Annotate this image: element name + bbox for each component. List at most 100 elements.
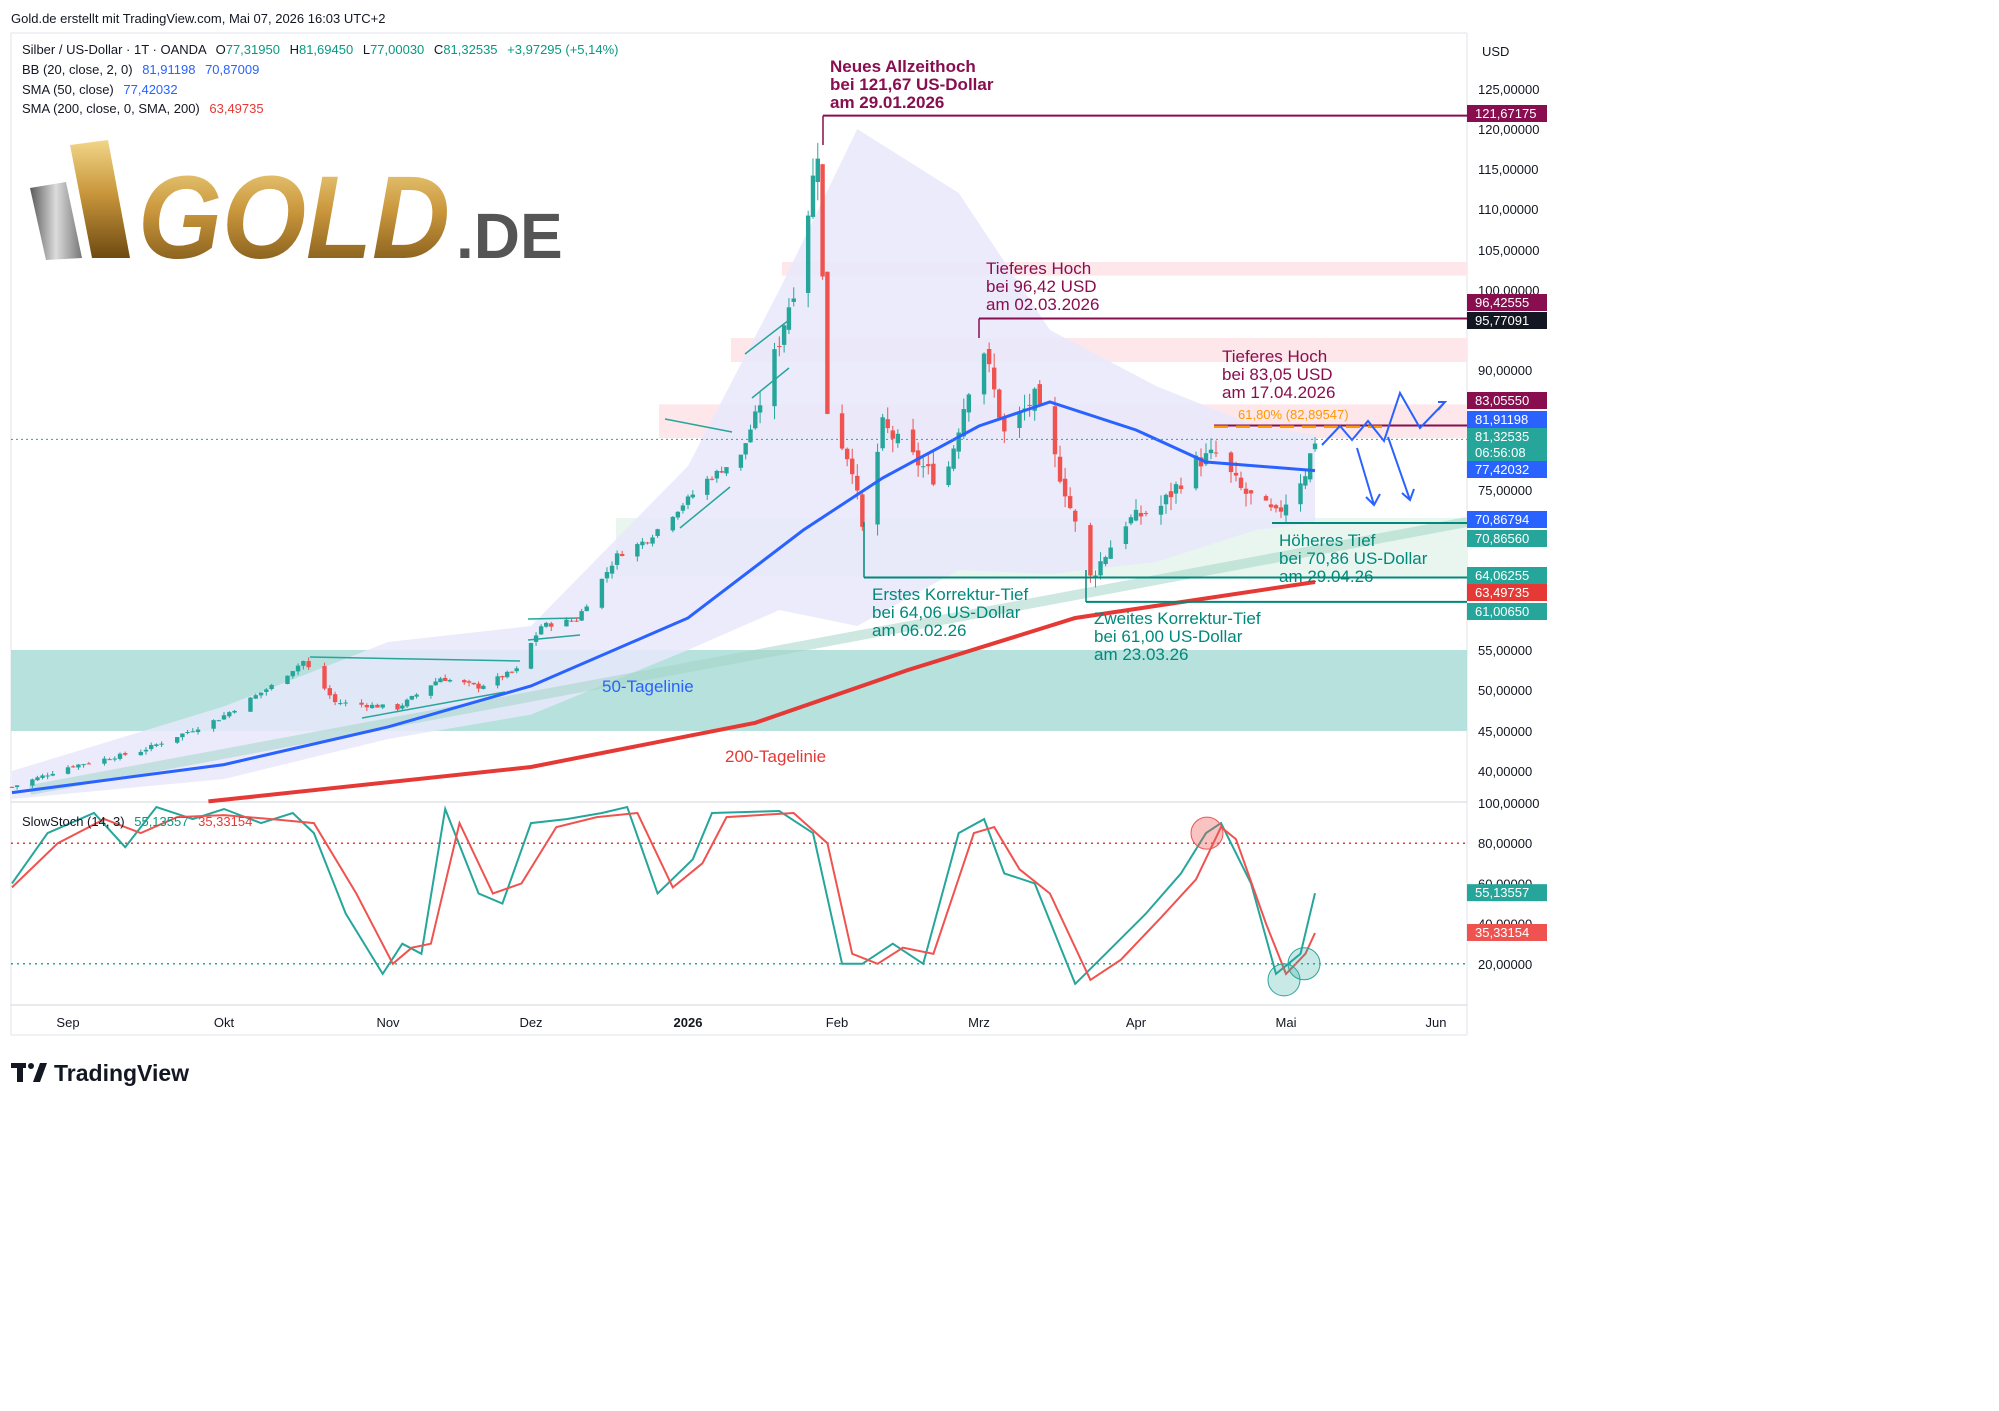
candle-body xyxy=(433,681,438,686)
legend-open: 77,31950 xyxy=(226,42,280,57)
candle-body xyxy=(655,529,660,536)
candle-body xyxy=(395,704,400,710)
candle-body xyxy=(1283,504,1289,516)
candle-body xyxy=(825,271,830,414)
candle-body xyxy=(1312,443,1318,450)
flag-upper-line xyxy=(527,617,581,620)
candle-body xyxy=(1073,510,1078,522)
annotation-1-line: Neues Allzeithoch xyxy=(830,57,976,76)
candle-body xyxy=(528,643,534,669)
candle-body xyxy=(705,478,710,495)
candle-body xyxy=(1027,404,1032,406)
silver-price-chart: 50-Tagelinie 200-Tagelinie 61,80% (82,895… xyxy=(9,11,1547,1086)
legend-stoch: SlowStoch (14, 3) 55,13557 35,33154 xyxy=(22,814,252,829)
legend-symbol: Silber / US-Dollar · 1T · OANDA xyxy=(22,42,207,57)
annotation-4-line: Erstes Korrektur-Tief xyxy=(872,585,1028,604)
annotation-6-line: Höheres Tief xyxy=(1279,531,1376,550)
annotation-3-line: Tieferes Hoch xyxy=(1222,347,1327,366)
price-tag-label: 06:56:08 xyxy=(1475,445,1526,460)
candle-body xyxy=(839,413,845,449)
candle-body xyxy=(844,448,850,460)
candle-body xyxy=(462,680,467,683)
sma50-line xyxy=(11,400,1316,795)
legend-sma50: SMA (50, close) 77,42032 xyxy=(22,82,178,97)
sma200-label: SMA (200, close, 0, SMA, 200) xyxy=(22,101,200,116)
moving-averages: 50-Tagelinie 200-Tagelinie xyxy=(11,400,1316,804)
candle-body xyxy=(359,702,364,705)
candle-body xyxy=(1143,513,1149,515)
legend-ohlc: Silber / US-Dollar · 1T · OANDA O77,3195… xyxy=(22,42,618,57)
projection-down-arrow-2 xyxy=(1387,436,1415,502)
bb-upper-value: 81,91198 xyxy=(142,62,195,77)
candle-body xyxy=(322,666,327,689)
annotation-5-line: Zweites Korrektur-Tief xyxy=(1094,609,1261,628)
candle-body xyxy=(1178,485,1184,489)
candle-body xyxy=(40,775,45,778)
price-tag-bg xyxy=(1467,411,1547,428)
candle-body xyxy=(438,678,443,683)
candle-body xyxy=(149,744,154,750)
time-tick-label: Okt xyxy=(214,1015,235,1030)
candle-body xyxy=(738,454,744,468)
wedge-upper-line xyxy=(664,418,733,433)
time-tick-label: Sep xyxy=(56,1015,79,1030)
annotation-2-line: am 02.03.2026 xyxy=(986,295,1099,314)
candle-body xyxy=(549,623,554,627)
candle-body xyxy=(885,419,890,429)
candle-body xyxy=(890,430,895,439)
trend-drawings xyxy=(29,319,1468,795)
candle-body xyxy=(961,409,966,437)
candle-body xyxy=(301,661,306,666)
candle-body xyxy=(753,411,758,429)
candle-body xyxy=(443,677,448,681)
price-tag-label: 83,05550 xyxy=(1475,393,1529,408)
candle-body xyxy=(1002,416,1007,432)
candle-body xyxy=(269,684,274,690)
legend-high: 81,69450 xyxy=(299,42,353,57)
candle-body xyxy=(107,759,112,761)
candle-body xyxy=(709,478,715,480)
candle-body xyxy=(584,606,589,612)
candle-body xyxy=(369,704,375,709)
candle-body xyxy=(1273,505,1279,509)
candle-body xyxy=(81,764,86,766)
candle-body xyxy=(538,626,544,635)
price-tag-bg xyxy=(1467,428,1547,445)
candle-body xyxy=(743,443,748,455)
candle-body xyxy=(211,720,216,729)
candle-body xyxy=(850,458,855,475)
price-tag-label: 95,77091 xyxy=(1475,313,1529,328)
channel-lower-line xyxy=(751,367,790,399)
stoch-tick-label: 80,00000 xyxy=(1478,836,1532,851)
candle-body xyxy=(1037,384,1042,405)
candle-body xyxy=(375,704,380,708)
long-uptrend-channel xyxy=(29,517,1468,795)
annotation-2-line: bei 96,42 USD xyxy=(986,277,1097,296)
candle-body xyxy=(777,346,782,348)
candle-body xyxy=(258,692,264,696)
legend-low: 77,00030 xyxy=(370,42,424,57)
candle-body xyxy=(690,494,696,498)
candle-body xyxy=(1233,472,1239,476)
candle-body xyxy=(248,697,253,712)
candle-body xyxy=(76,764,81,768)
stoch-k-line xyxy=(11,805,1316,986)
logo-word: GOLD xyxy=(138,152,450,284)
candle-body xyxy=(619,553,625,557)
candle-body xyxy=(1263,496,1269,501)
stoch-bottom-highlight-circle-2 xyxy=(1287,947,1321,981)
time-tick-label: Apr xyxy=(1126,1015,1147,1030)
candle-body xyxy=(45,775,50,777)
candle-body xyxy=(599,578,605,608)
bb-lower-value: 70,87009 xyxy=(205,62,259,77)
sma200-line-label: 200-Tagelinie xyxy=(725,747,826,766)
candle-body xyxy=(295,665,301,672)
legend-change: +3,97295 (+5,14%) xyxy=(507,42,618,57)
time-tick-label: Feb xyxy=(826,1015,848,1030)
price-tag-label: 70,86560 xyxy=(1475,531,1529,546)
candle-body xyxy=(1168,491,1174,498)
price-tag-bg xyxy=(1467,392,1547,409)
stoch-d-tag: 35,33154 xyxy=(1475,925,1529,940)
stoch-d-line xyxy=(11,811,1316,982)
candle-body xyxy=(714,470,720,479)
